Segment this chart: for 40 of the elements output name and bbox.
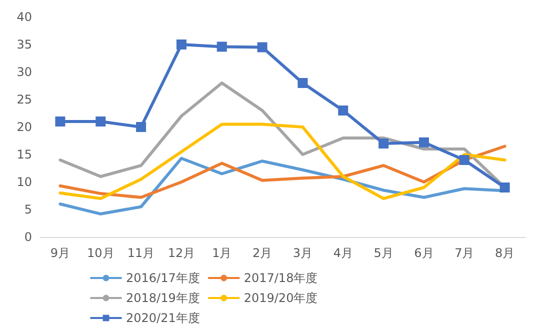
x-tick-label: 1月 [212, 246, 232, 260]
point [55, 116, 66, 126]
x-tick-label: 6月 [414, 246, 434, 260]
x-tick-label: 8月 [494, 246, 515, 260]
y-tick-label: 10 [16, 175, 32, 189]
x-tick-label: 7月 [454, 246, 474, 260]
point [500, 182, 510, 192]
legend-label: 2020/21年度 [126, 311, 200, 325]
x-tick-label: 12月 [168, 246, 196, 260]
y-tick-label: 0 [24, 230, 32, 244]
point [257, 42, 268, 52]
x-tick-label: 11月 [127, 246, 155, 260]
legend-label: 2018/19年度 [126, 291, 200, 305]
x-tick-label: 3月 [292, 246, 313, 260]
legend-label: 2019/20年度 [244, 291, 318, 305]
y-tick-label: 40 [16, 10, 32, 24]
x-tick-label: 9月 [50, 246, 70, 260]
point [96, 116, 106, 126]
legend-label: 2017/18年度 [244, 271, 318, 285]
y-tick-label: 20 [16, 120, 32, 134]
x-tick-label: 5月 [374, 246, 394, 260]
point [378, 138, 389, 148]
y-tick-label: 30 [16, 65, 32, 79]
legend-label: 2016/17年度 [126, 271, 200, 285]
x-tick-label: 2月 [252, 246, 272, 260]
line-series [58, 144, 506, 199]
x-tick-label: 10月 [86, 246, 114, 260]
x-tick-label: 4月 [333, 246, 353, 260]
point [338, 106, 348, 116]
point [176, 40, 186, 50]
y-tick-label: 35 [16, 38, 32, 52]
point [418, 137, 429, 148]
y-tick-label: 15 [16, 148, 32, 162]
point [459, 155, 470, 165]
point [298, 78, 308, 88]
point [216, 42, 227, 52]
y-tick-label: 5 [24, 202, 32, 216]
point [136, 122, 146, 132]
y-tick-label: 25 [16, 92, 32, 106]
line-series [58, 122, 506, 200]
